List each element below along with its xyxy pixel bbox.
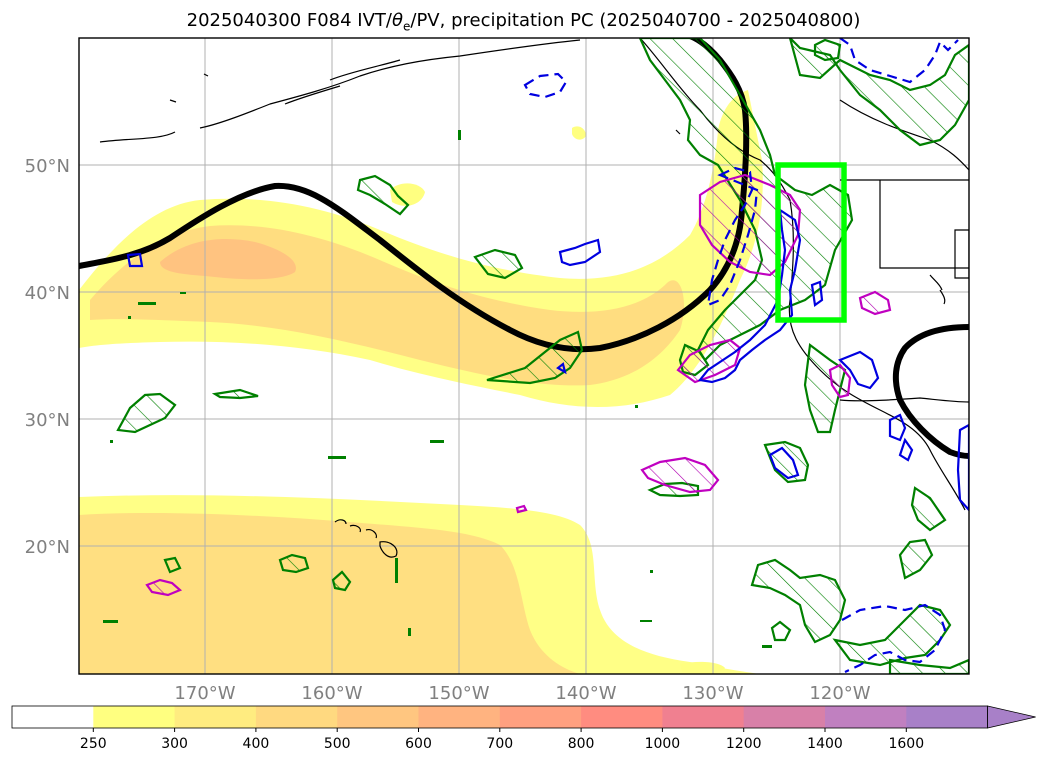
colorbar-tick-label: 500 xyxy=(324,736,351,752)
title-suffix: /PV, precipitation PC (2025040700 - 2025… xyxy=(410,10,861,31)
colorbar-tick-label: 1000 xyxy=(645,736,681,752)
pv-contour-southeast xyxy=(892,324,969,459)
lat-label-20n: 20°N xyxy=(25,537,70,558)
colorbar-segment xyxy=(581,706,663,728)
lon-label-150w: 150°W xyxy=(428,683,489,704)
ivt-shading-small-2 xyxy=(572,126,586,140)
lat-label-30n: 30°N xyxy=(25,410,70,431)
colorbar-tick-label: 800 xyxy=(568,736,595,752)
colorbar-tick-label: 1600 xyxy=(888,736,924,752)
colorbar-segment xyxy=(12,706,94,728)
lon-label-130w: 130°W xyxy=(682,683,743,704)
lat-label-50n: 50°N xyxy=(25,156,70,177)
colorbar-segment xyxy=(255,706,338,728)
map-frame xyxy=(78,37,970,675)
precip-pc-small-specks xyxy=(103,130,772,648)
colorbar-tick-label: 250 xyxy=(80,736,107,752)
colorbar-segment xyxy=(174,706,257,728)
colorbar-segment xyxy=(743,706,826,728)
ivt-shading-north-core xyxy=(160,239,296,280)
colorbar-extend-arrow xyxy=(987,705,1036,729)
highlight-region-box xyxy=(775,162,847,323)
lon-label-140w: 140°W xyxy=(555,683,616,704)
colorbar-tick-label: 300 xyxy=(161,736,188,752)
colorbar-tick-label: 1200 xyxy=(726,736,762,752)
lon-label-160w: 160°W xyxy=(301,683,362,704)
colorbar-segment xyxy=(418,706,501,728)
colorbar-segment xyxy=(825,706,907,728)
colorbar-tick-label: 600 xyxy=(405,736,432,752)
colorbar-segment xyxy=(337,706,420,728)
ivt-shading-south-inner xyxy=(79,512,580,674)
lon-label-170w: 170°W xyxy=(174,683,235,704)
map-content xyxy=(79,38,969,674)
colorbar-tick-label: 1400 xyxy=(807,736,843,752)
colorbar-segment xyxy=(499,706,582,728)
lon-label-120w: 120°W xyxy=(809,683,870,704)
pv-blue-dashed-contours xyxy=(523,38,959,673)
map-title: 2025040300 F084 IVT/θe/PV, precipitation… xyxy=(0,10,1047,34)
colorbar-tick-label: 400 xyxy=(243,736,270,752)
colorbar-tick-label: 700 xyxy=(486,736,513,752)
colorbar-segment xyxy=(662,706,745,728)
ivt-shading-small-3 xyxy=(680,661,725,674)
ivt-colorbar: 250 300 400 500 600 700 800 1000 1200 1400 1600 xyxy=(11,705,1036,752)
colorbar-segment xyxy=(93,706,176,728)
colorbar-segment xyxy=(906,706,989,728)
title-prefix: 2025040300 F084 IVT/ xyxy=(186,10,392,31)
theta-symbol: θ xyxy=(391,10,403,31)
precip-pc-magenta-contours xyxy=(145,173,892,597)
lat-label-40n: 40°N xyxy=(25,283,70,304)
theta-subscript: e xyxy=(403,19,411,34)
